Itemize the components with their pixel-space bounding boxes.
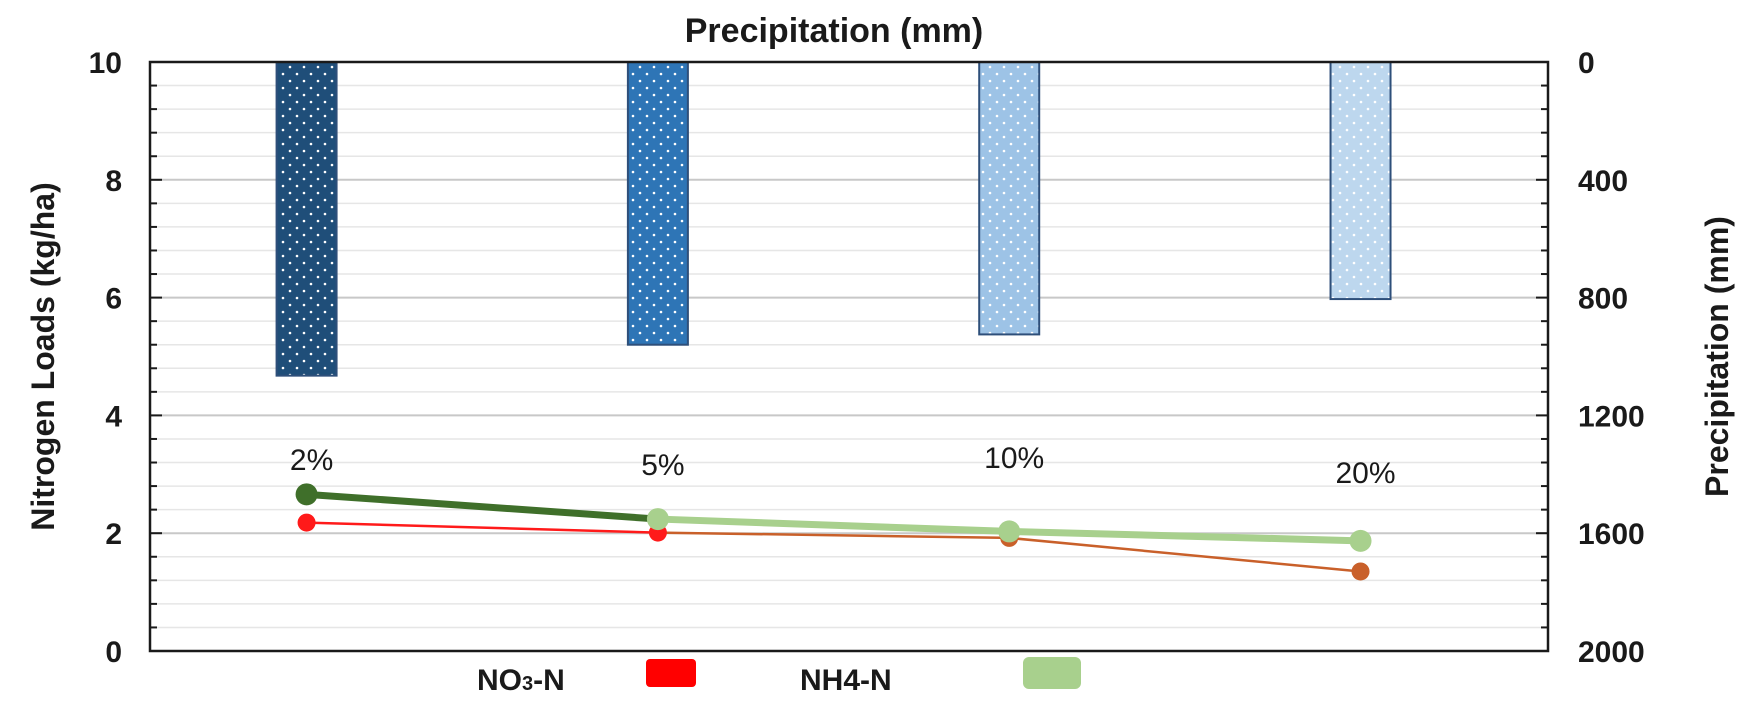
precip-bar-pattern-2%	[275, 61, 338, 377]
left-tick-label: 8	[105, 165, 122, 198]
left-tick-label: 0	[105, 636, 122, 669]
nh4-n-segment	[303, 490, 662, 523]
right-tick-label: 1600	[1578, 518, 1645, 551]
legend: NO3-N NH4-N	[477, 657, 1081, 697]
nh4-n-point-10%	[998, 520, 1021, 543]
point-labels: 2% 5% 10% 20%	[290, 442, 1396, 490]
point-label-2%: 2%	[290, 444, 333, 477]
axes: 0 2 4 6 8 10 0 400 800 1200 1600 2000	[89, 47, 1645, 669]
left-tick-label: 4	[105, 400, 122, 433]
plot-area-frame	[148, 60, 1550, 653]
left-tick-label: 6	[105, 283, 122, 316]
grid-lines	[150, 84, 1548, 629]
legend-swatch-nh4	[1023, 657, 1081, 689]
left-axis-title: Nitrogen Loads (kg/ha)	[25, 182, 61, 530]
nh4-n-point-20%	[1349, 529, 1372, 552]
nitrogen-lines	[295, 483, 1372, 581]
left-tick-label: 10	[89, 47, 122, 80]
nh4-n-point-5%	[646, 508, 669, 531]
legend-no3-main: NO	[477, 664, 522, 697]
precip-bar-pattern-10%	[978, 61, 1041, 336]
point-label-10%: 10%	[984, 442, 1044, 475]
right-tick-label: 0	[1578, 47, 1595, 80]
legend-label-no3: NO3-N	[477, 664, 565, 697]
precip-bar-pattern-5%	[626, 61, 689, 346]
point-label-5%: 5%	[641, 449, 684, 482]
legend-swatch-no3	[646, 659, 696, 687]
left-tick-label: 2	[105, 518, 122, 551]
legend-no3-tail: -N	[533, 664, 565, 697]
nh4-n-segment	[1005, 527, 1365, 545]
no3-n-segment	[1007, 536, 1362, 573]
right-tick-label: 1200	[1578, 400, 1645, 433]
right-tick-label: 400	[1578, 165, 1628, 198]
no3-n-point-2%	[297, 513, 316, 532]
no3-n-point-20%	[1351, 562, 1370, 581]
right-axis-title: Precipitation (mm)	[1699, 216, 1735, 497]
precip-bar-pattern-20%	[1329, 61, 1392, 301]
right-tick-label: 2000	[1578, 636, 1645, 669]
right-tick-label: 800	[1578, 283, 1628, 316]
precipitation-bars	[275, 61, 1392, 377]
chart-title: Precipitation (mm)	[685, 12, 983, 50]
point-label-20%: 20%	[1336, 457, 1396, 490]
nh4-n-point-2%	[295, 483, 318, 506]
no3-n-segment	[656, 531, 1011, 540]
legend-no3-sub: 3	[522, 673, 533, 695]
legend-label-nh4: NH4-N	[800, 664, 892, 697]
no3-n-segment	[305, 521, 660, 534]
nh4-n-segment	[654, 515, 1013, 535]
